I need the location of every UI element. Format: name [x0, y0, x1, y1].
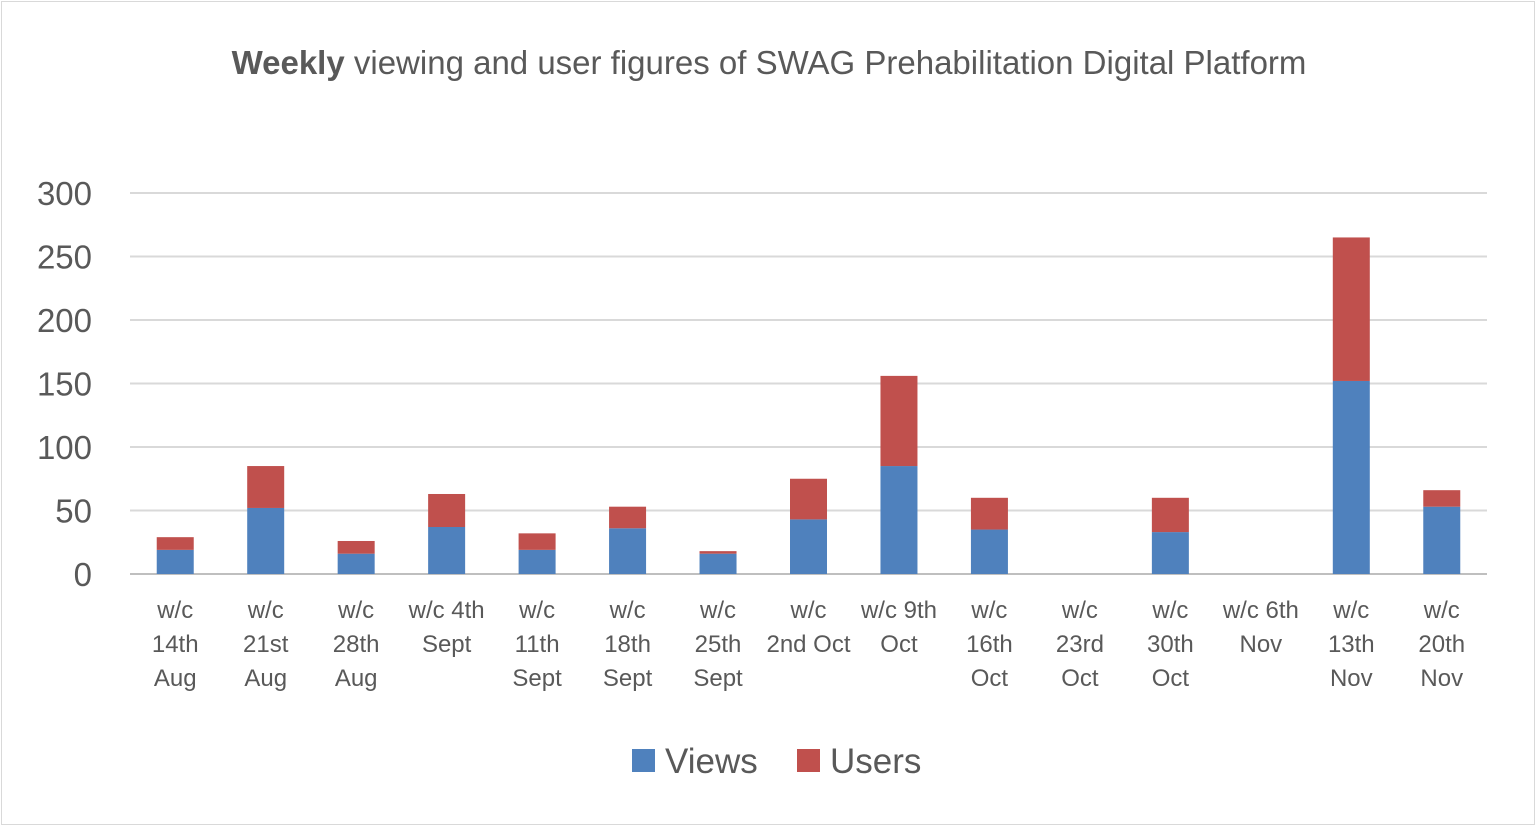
y-tick-label: 0 — [74, 556, 92, 593]
bar-views — [970, 529, 1008, 574]
legend-label-views: Views — [665, 742, 758, 781]
bar-users — [609, 506, 647, 529]
bar-views — [1423, 506, 1461, 574]
y-tick-label: 100 — [37, 429, 92, 466]
y-axis: 0 50 100 150 200 250 300 — [37, 175, 92, 593]
bar-users — [880, 375, 918, 467]
bar-users — [1151, 497, 1189, 533]
y-tick-label: 200 — [37, 302, 92, 339]
x-tick-label: w/c 23rd Oct — [1056, 597, 1104, 692]
bar-views — [880, 466, 918, 574]
legend-label-users: Users — [830, 742, 921, 781]
x-tick-label: w/c 14th Aug — [152, 597, 199, 692]
bar-users — [428, 493, 466, 528]
bar-users — [247, 466, 285, 508]
bar-views — [156, 549, 194, 574]
y-tick-label: 300 — [37, 175, 92, 212]
bar-views — [1151, 532, 1189, 574]
x-tick-label: w/c 4th Sept — [408, 597, 485, 658]
bar-views — [609, 528, 647, 574]
bar-users — [970, 497, 1008, 530]
bar-users — [1332, 237, 1370, 381]
bar-users — [699, 551, 737, 554]
bar-views — [247, 507, 285, 574]
y-tick-label: 250 — [37, 239, 92, 276]
x-tick-label: w/c 20th Nov — [1418, 597, 1465, 692]
legend: Views Users — [632, 742, 921, 781]
x-tick-label: w/c 21st Aug — [243, 597, 289, 692]
x-tick-label: w/c 16th Oct — [966, 597, 1013, 692]
x-tick-label: w/c 13th Nov — [1328, 597, 1375, 692]
bar-users — [518, 533, 556, 550]
bars — [156, 237, 1461, 574]
x-tick-label: w/c 28th Aug — [333, 597, 380, 692]
y-tick-label: 50 — [55, 493, 92, 530]
gridlines — [130, 192, 1487, 575]
chart-title: Weekly viewing and user figures of SWAG … — [150, 38, 1388, 88]
bar-views — [790, 519, 827, 574]
bar-users — [1423, 490, 1461, 507]
x-tick-label: w/c 2nd Oct — [766, 597, 850, 658]
x-tick-label: w/c 11th Sept — [512, 597, 562, 692]
legend-swatch-views — [632, 749, 655, 772]
bar-views — [699, 553, 737, 574]
bar-users — [790, 478, 827, 520]
x-tick-label: w/c 30th Oct — [1147, 597, 1194, 692]
chart-title-rest: viewing and user figures of SWAG Prehabi… — [344, 44, 1307, 81]
bar-views — [428, 527, 466, 574]
bar-views — [518, 549, 556, 574]
bar-users — [156, 537, 194, 550]
bar-views — [337, 553, 375, 574]
bar-users — [337, 540, 375, 554]
x-axis: w/c 14th Aug w/c 21st Aug w/c 28th Aug w/c 4th Sep… — [152, 597, 1465, 692]
x-tick-label: w/c 6th Nov — [1222, 597, 1299, 658]
bar-views — [1332, 380, 1370, 574]
y-tick-label: 150 — [37, 366, 92, 403]
x-tick-label: w/c 18th Sept — [603, 597, 653, 692]
x-tick-label: w/c 9th Oct — [860, 597, 937, 658]
chart-title-bold: Weekly — [231, 44, 345, 81]
legend-swatch-users — [797, 749, 820, 772]
x-tick-label: w/c 25th Sept — [693, 597, 743, 692]
